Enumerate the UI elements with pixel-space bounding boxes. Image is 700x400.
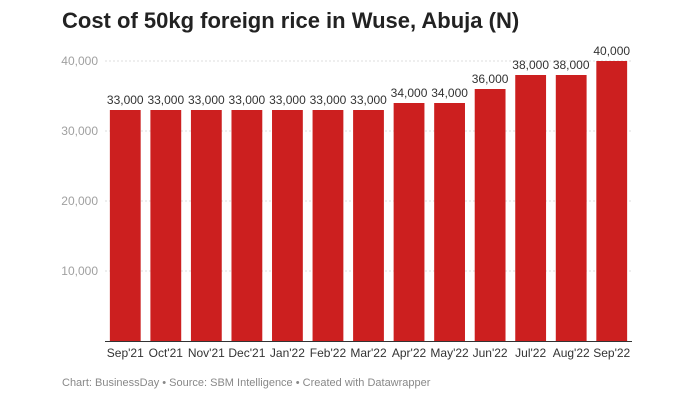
x-tick-label: Jan'22 [270,346,305,360]
data-label: 38,000 [512,58,549,72]
bar [190,110,222,341]
data-label: 40,000 [593,44,630,58]
data-label: 38,000 [553,58,590,72]
bar [393,103,425,341]
chart-title: Cost of 50kg foreign rice in Wuse, Abuja… [62,8,520,33]
bar [109,110,141,341]
x-tick-label: Nov'21 [188,346,225,360]
bar [353,110,384,341]
x-tick-label: Apr'22 [392,346,427,360]
x-tick-label: May'22 [430,346,469,360]
data-label: 33,000 [107,93,144,107]
x-tick-label: Dec'21 [228,346,265,360]
x-tick-label: Sep'22 [593,346,630,360]
data-label: 33,000 [188,93,225,107]
y-axis-ticks: 10,000 20,000 30,000 40,000 [61,54,98,278]
x-tick-label: Jun'22 [473,346,508,360]
bar [596,61,628,341]
y-tick-label: 10,000 [61,264,98,278]
bar [555,75,587,341]
x-tick-label: Sep'21 [107,346,144,360]
y-tick-label: 30,000 [61,124,98,138]
data-label: 33,000 [310,93,347,107]
bar [150,110,182,341]
x-tick-label: Aug'22 [553,346,590,360]
bar [272,110,303,341]
bars [109,61,628,341]
data-label: 33,000 [350,93,387,107]
y-tick-label: 20,000 [61,194,98,208]
bar [231,110,263,341]
chart-footer: Chart: BusinessDay • Source: SBM Intelli… [62,377,431,389]
data-label: 33,000 [229,93,266,107]
data-label: 34,000 [431,86,468,100]
data-label: 33,000 [147,93,184,107]
bar [515,75,547,341]
data-label: 36,000 [472,72,509,86]
y-tick-label: 40,000 [61,54,98,68]
bar [434,103,465,341]
data-labels: 33,000 33,000 33,000 33,000 33,000 33,000 33,0… [107,44,630,107]
data-label: 34,000 [391,86,428,100]
x-tick-label: Mar'22 [350,346,387,360]
bar [312,110,344,341]
x-tick-label: Oct'21 [149,346,184,360]
x-tick-label: Feb'22 [310,346,347,360]
data-label: 33,000 [269,93,306,107]
bar [474,89,506,341]
x-axis-ticks: Sep'21 Oct'21 Nov'21 Dec'21 Jan'22 Feb'22 Mar'… [107,346,631,360]
x-tick-label: Jul'22 [515,346,546,360]
